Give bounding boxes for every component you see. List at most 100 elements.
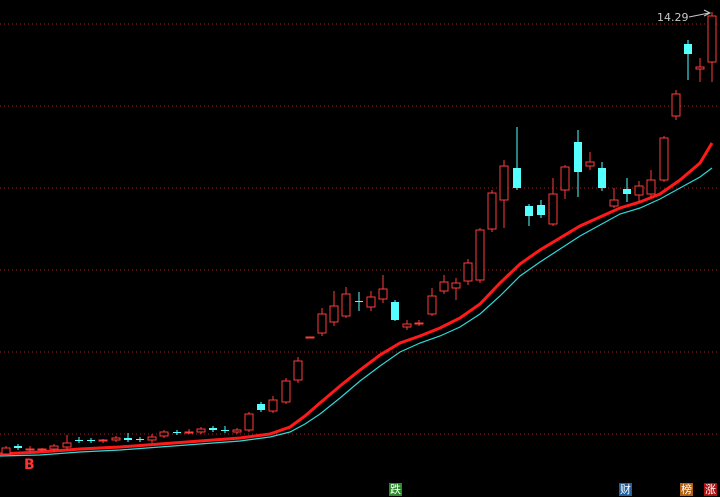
candle-body xyxy=(329,305,339,323)
candle xyxy=(439,275,449,294)
candle-body xyxy=(525,206,533,216)
candle xyxy=(560,165,570,199)
candle xyxy=(634,181,644,202)
candle xyxy=(537,200,545,218)
candle-body xyxy=(87,440,95,441)
candle-body xyxy=(317,313,327,334)
candle xyxy=(25,446,35,452)
candle-body xyxy=(209,428,217,430)
ranking-badge[interactable]: 榜 xyxy=(680,483,693,496)
candle xyxy=(525,204,533,226)
candle xyxy=(329,291,339,326)
candle xyxy=(159,430,169,438)
candle xyxy=(124,433,132,442)
finance-badge[interactable]: 财 xyxy=(619,483,632,496)
candle-body xyxy=(574,142,582,172)
ma-fast-line xyxy=(0,142,714,456)
candle-body xyxy=(196,428,206,433)
candle-body xyxy=(49,445,59,450)
candle-body xyxy=(221,430,229,431)
candle-body xyxy=(25,448,35,451)
candle xyxy=(574,130,582,197)
candle-body xyxy=(487,192,497,230)
candle xyxy=(427,288,437,316)
candle xyxy=(147,434,157,443)
candle xyxy=(487,190,497,232)
candle-body xyxy=(366,296,376,308)
candle-body xyxy=(355,301,363,302)
candle-body xyxy=(623,189,631,194)
candle xyxy=(268,396,278,413)
candle xyxy=(355,292,363,311)
candle xyxy=(244,412,254,432)
candle xyxy=(548,178,558,226)
candle xyxy=(257,402,265,412)
candle xyxy=(475,228,485,283)
candle xyxy=(136,437,144,442)
high-price-marker xyxy=(688,9,712,18)
candle-body xyxy=(159,431,169,437)
moving-average-lines xyxy=(0,142,714,457)
candle-body xyxy=(598,168,606,188)
candle-body xyxy=(671,93,681,117)
candle xyxy=(75,437,83,443)
candle-body xyxy=(414,322,424,325)
candle-body xyxy=(451,282,461,289)
candle xyxy=(513,127,521,190)
candle xyxy=(49,444,59,452)
candle xyxy=(414,320,424,326)
candle-body xyxy=(147,436,157,441)
candle-body xyxy=(1,447,11,455)
fall-badge[interactable]: 跌 xyxy=(389,483,402,496)
candle-body xyxy=(184,431,194,434)
marker-arrow-line xyxy=(688,12,710,18)
candle xyxy=(111,436,121,442)
candle xyxy=(451,278,461,300)
candle-body xyxy=(537,205,545,215)
candle-body xyxy=(111,437,121,441)
candle xyxy=(623,178,631,202)
candle-body xyxy=(37,448,47,451)
candle xyxy=(671,90,681,120)
candle-body xyxy=(293,360,303,381)
candle-body xyxy=(659,137,669,181)
candle xyxy=(499,160,509,228)
candle xyxy=(62,435,72,450)
high-price-label: 14.29 xyxy=(657,11,689,24)
candle-body xyxy=(244,413,254,431)
candle-body xyxy=(136,439,144,440)
candle-body xyxy=(499,165,509,201)
candle-body xyxy=(173,432,181,433)
candle-body xyxy=(391,302,399,320)
candle xyxy=(209,426,217,432)
buy-signal-marker: B xyxy=(24,457,35,473)
candle-body xyxy=(257,404,265,410)
candle-body xyxy=(513,168,521,188)
candle-body xyxy=(378,288,388,300)
candle-body xyxy=(585,161,595,167)
candle xyxy=(695,58,705,82)
candle xyxy=(659,136,669,182)
marker-arrow-head xyxy=(703,9,712,17)
candle xyxy=(293,357,303,383)
candle-body xyxy=(281,380,291,403)
candle xyxy=(305,336,315,339)
candle xyxy=(341,287,351,318)
rise-badge[interactable]: 涨 xyxy=(704,483,717,496)
candle xyxy=(378,275,388,303)
candle xyxy=(463,259,473,285)
candle xyxy=(366,291,376,311)
candle xyxy=(391,300,399,321)
candle xyxy=(684,40,692,80)
candle-body xyxy=(98,439,108,442)
candle xyxy=(173,430,181,435)
candle xyxy=(402,320,412,330)
candle xyxy=(98,439,108,443)
candle xyxy=(14,444,22,450)
candle xyxy=(37,448,47,452)
candle xyxy=(184,429,194,434)
candle xyxy=(87,438,95,443)
candle xyxy=(646,170,656,197)
